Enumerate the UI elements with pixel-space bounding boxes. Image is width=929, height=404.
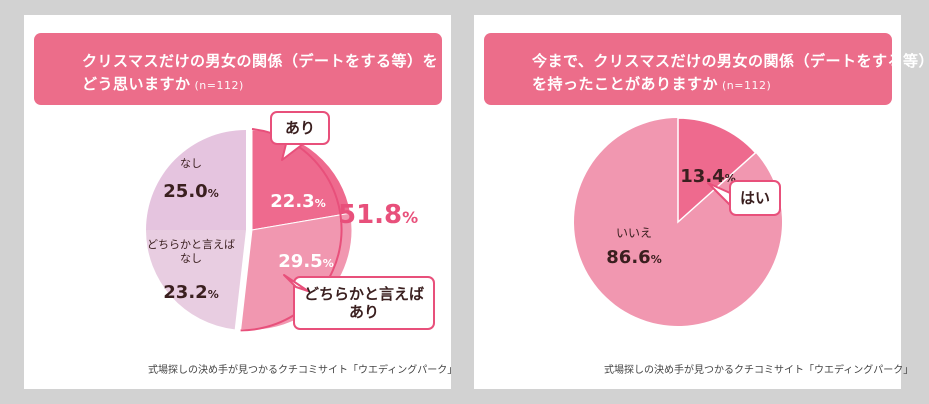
data-label-hai-percent-sign: % [725, 172, 736, 185]
data-label-ari-number: 22.3 [270, 191, 314, 212]
data-label-dochira-ari-percent-sign: % [323, 257, 334, 270]
data-label-nashi-percent-sign: % [208, 187, 219, 200]
callout-dochira-ari-box [293, 276, 435, 330]
data-label-dochira-nashi: 23.2% [163, 282, 218, 303]
category-label-dochira-nashi: なし [180, 252, 202, 265]
chart-panel-right: 今まで、クリスマスだけの男女の関係（デートをする等） を持ったことがありますか(… [474, 15, 929, 389]
data-label-iie-percent-sign: % [651, 253, 662, 266]
pie-chart-right: 13.4% いいえ 86.6% はい [574, 117, 783, 326]
sample-size: (n=112) [194, 79, 244, 92]
data-label-nashi-number: 25.0 [163, 181, 207, 202]
sample-size: (n=112) [722, 79, 772, 92]
pie-chart-left: 22.3%29.5%23.2%25.0%なしどちらかと言えばなし51.8%ありど… [146, 111, 435, 332]
callout-dochira-ari-label: あり [349, 303, 379, 321]
callout-hai-label: はい [740, 189, 770, 207]
chart-title-left: クリスマスだけの男女の関係（デートをする等）を どう思いますか (n=112) [34, 33, 442, 105]
callout-dochira-ari-label: どちらかと言えば [304, 285, 424, 303]
callout-ari: あり [270, 111, 330, 161]
chart-title-line2: どう思いますか (n=112) [82, 73, 244, 94]
data-label-dochira-ari-number: 29.5 [278, 251, 322, 272]
chart-panel-left: クリスマスだけの男女の関係（デートをする等）を どう思いますか (n=112) 2… [24, 15, 457, 389]
data-label-dochira-ari: 29.5% [278, 251, 333, 272]
category-label-dochira-nashi: どちらかと言えば [147, 238, 235, 251]
data-label-iie: 86.6% [606, 247, 661, 268]
data-label-iie-number: 86.6 [606, 247, 650, 268]
data-label-combined: 51.8% [338, 200, 418, 230]
pie-slice-dochira_nashi [146, 230, 246, 330]
data-label-hai-number: 13.4 [680, 166, 724, 187]
chart-title-line1: 今まで、クリスマスだけの男女の関係（デートをする等） [532, 52, 929, 70]
data-label-ari: 22.3% [270, 191, 325, 212]
data-label-combined-number: 51.8 [338, 200, 402, 230]
pie-slice-hai [677, 117, 757, 224]
data-label-ari-percent-sign: % [315, 197, 326, 210]
callout-hai: はい [707, 180, 781, 216]
source-note: 式場探しの決め手が見つかるクチコミサイト「ウエディングパーク」 [604, 365, 914, 376]
data-label-dochira-nashi-percent-sign: % [208, 288, 219, 301]
category-label-iie: いいえ [616, 226, 652, 240]
chart-title-line2-text: どう思いますか [82, 75, 191, 93]
source-note: 式場探しの決め手が見つかるクチコミサイト「ウエディングパーク」 [148, 365, 458, 376]
category-label-nashi: なし [180, 157, 202, 170]
callout-hai-tail [707, 182, 731, 206]
pie-slice-nashi [146, 130, 246, 230]
callout-ari-label: あり [285, 119, 315, 137]
chart-title-line2-text: を持ったことがありますか [532, 75, 719, 93]
chart-title-line2: を持ったことがありますか (n=112) [532, 73, 771, 94]
callout-dochira-ari-tail [283, 274, 309, 292]
chart-title-right: 今まで、クリスマスだけの男女の関係（デートをする等） を持ったことがありますか(… [484, 33, 929, 105]
data-label-hai: 13.4% [680, 166, 735, 187]
data-label-combined-percent-sign: % [402, 208, 418, 227]
data-label-dochira-nashi-number: 23.2 [163, 282, 207, 303]
callout-ari-tail [281, 143, 304, 161]
data-label-nashi: 25.0% [163, 181, 218, 202]
chart-title-line1: クリスマスだけの男女の関係（デートをする等）を [82, 52, 439, 70]
